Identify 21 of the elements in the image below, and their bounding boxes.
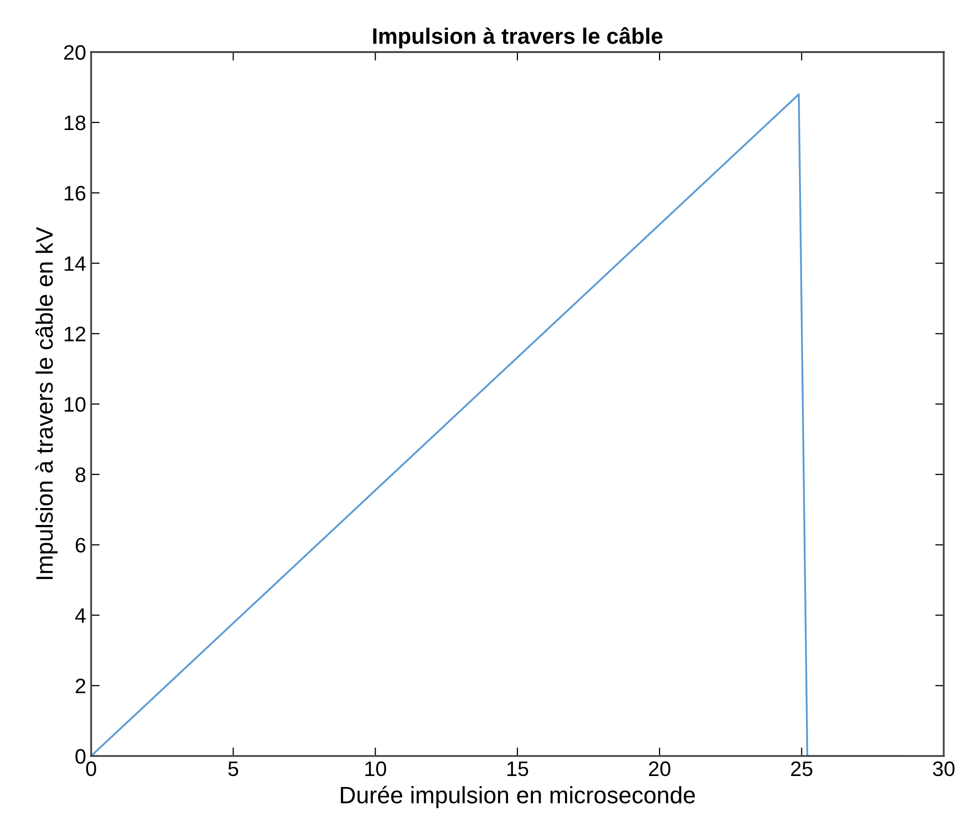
y-tick-label: 4 <box>75 608 86 623</box>
x-tick-label: 30 <box>932 761 955 776</box>
y-axis-title: Impulsion à travers le câble en kV <box>35 226 58 580</box>
y-tick-label: 0 <box>76 749 86 764</box>
x-tick-label: 0 <box>86 761 96 776</box>
y-tick-label: 18 <box>64 115 86 130</box>
x-axis-title: Durée impulsion en microseconde <box>340 786 695 808</box>
y-tick-label: 14 <box>64 256 86 271</box>
x-tick-label: 20 <box>649 761 670 776</box>
y-tick-label: 16 <box>64 186 86 201</box>
y-tick-label: 10 <box>64 397 86 412</box>
y-tick-label: 8 <box>76 467 86 482</box>
y-tick-label: 20 <box>64 45 86 60</box>
x-tick-label: 10 <box>365 761 386 776</box>
x-tick-label: 25 <box>791 761 812 776</box>
y-tick-label: 12 <box>64 326 86 342</box>
x-tick-label: 15 <box>507 762 528 776</box>
x-tick-label: 5 <box>228 762 238 776</box>
y-tick-label: 2 <box>76 678 86 694</box>
chart-title: Impulsion à travers le câble <box>373 27 662 48</box>
y-tick-label: 6 <box>76 538 86 553</box>
